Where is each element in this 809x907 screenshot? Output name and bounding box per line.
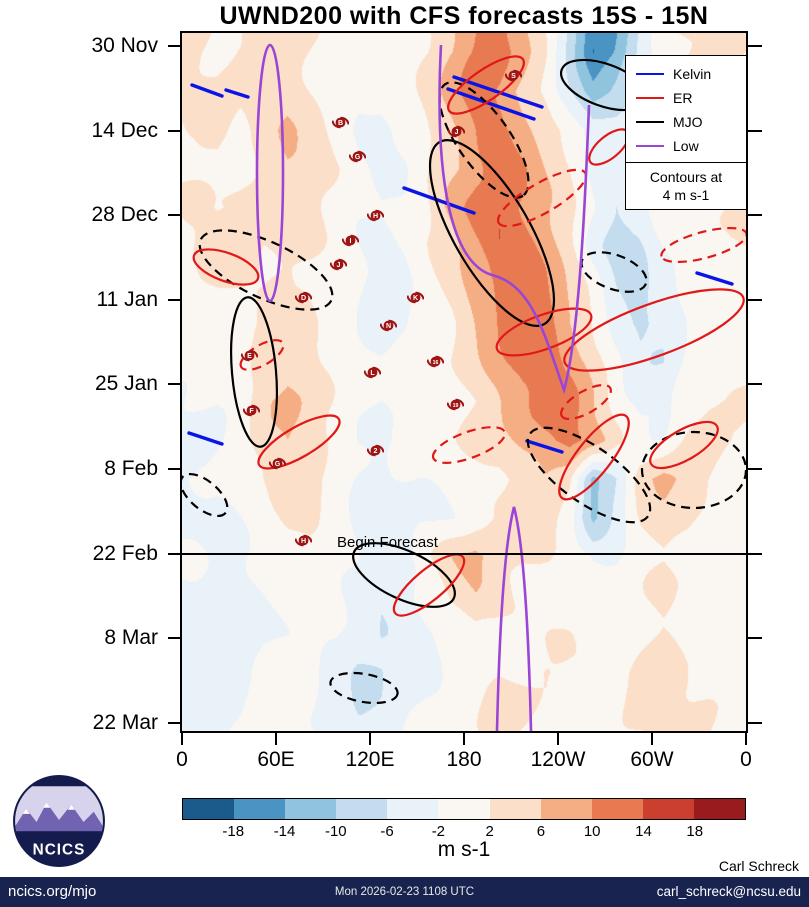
colorbar-tick-label: -6 (380, 823, 394, 840)
footer-timestamp: Mon 2026-02-23 1108 UTC (334, 886, 475, 898)
y-tick-label: 25 Jan (94, 372, 158, 396)
legend-item-mjo: MJO (636, 110, 738, 134)
y-tick-mark (748, 721, 762, 724)
y-tick-mark (168, 129, 182, 132)
colorbar-segment (438, 799, 490, 819)
x-tick-mark (650, 733, 653, 745)
y-tick-label: 30 Nov (91, 33, 158, 57)
wave-legend-box: Kelvin ER MJO Low Contours at 4 m s-1 (625, 55, 747, 210)
y-tick-label: 8 Feb (104, 457, 158, 481)
colorbar-tick-label: -2 (431, 823, 446, 840)
contour-note-line: Contours at (649, 169, 723, 185)
footer-strip: ncics.org/mjo Mon 2026-02-23 1108 UTC ca… (0, 877, 809, 907)
x-tick-mark (368, 733, 371, 745)
legend-label: ER (673, 90, 693, 106)
y-tick-mark (748, 298, 762, 301)
y-tick-label: 14 Dec (91, 118, 158, 142)
y-tick-mark (168, 721, 182, 724)
y-tick-mark (168, 637, 182, 640)
x-tick-label: 0 (740, 748, 752, 771)
colorbar (182, 798, 746, 820)
y-tick-mark (168, 383, 182, 386)
colorbar-tick-label: 2 (485, 823, 494, 840)
begin-forecast-line (182, 552, 746, 555)
author-name: Carl Schreck (718, 858, 799, 874)
x-tick-mark (181, 733, 183, 745)
colorbar-segment (336, 799, 388, 819)
colorbar-segment (387, 799, 439, 819)
colorbar-segment (540, 799, 592, 819)
colorbar-tick-label: -18 (222, 823, 245, 840)
colorbar-unit-label: m s-1 (437, 838, 491, 861)
colorbar-tick-label: -10 (324, 823, 347, 840)
y-tick-label: 11 Jan (96, 287, 159, 311)
x-tick-label: 180 (446, 748, 482, 771)
x-tick-label: 120E (345, 748, 395, 771)
er-line-sample (636, 97, 664, 99)
y-tick-label: 22 Feb (92, 541, 158, 565)
colorbar-segment (285, 799, 337, 819)
legend-item-kelvin: Kelvin (636, 62, 738, 86)
y-tick-mark (168, 552, 182, 555)
colorbar-tick-label: 6 (536, 823, 546, 840)
legend-item-low: Low (636, 134, 738, 158)
y-tick-mark (748, 44, 762, 47)
x-tick-label: 0 (176, 748, 188, 771)
y-tick-mark (748, 468, 762, 471)
contour-interval-note: Contours at 4 m s-1 (626, 162, 746, 209)
kelvin-line-sample (636, 73, 664, 75)
logo-mountains (15, 802, 103, 832)
x-tick-mark (557, 733, 560, 745)
colorbar-tick-label: -14 (273, 823, 296, 840)
x-tick-label: 120W (530, 748, 586, 771)
logo-snowcaps (22, 802, 75, 814)
colorbar-segment (489, 799, 541, 819)
y-tick-mark (168, 298, 182, 301)
low-line-sample (636, 145, 664, 147)
colorbar-segment (234, 799, 286, 819)
begin-forecast-label: Begin Forecast (337, 533, 438, 551)
ncics-logo: NCICS (13, 775, 105, 867)
y-tick-mark (748, 637, 762, 640)
y-tick-mark (748, 552, 762, 555)
colorbar-segment (693, 799, 746, 819)
chart-title: UWND200 with CFS forecasts 15S - 15N (219, 2, 709, 30)
footer-email-link[interactable]: carl_schreck@ncsu.edu (656, 884, 801, 899)
colorbar-segment (642, 799, 694, 819)
wave-legend-entries: Kelvin ER MJO Low (626, 56, 746, 162)
y-tick-mark (748, 129, 762, 132)
y-tick-label: 8 Mar (104, 626, 158, 650)
colorbar-segment (591, 799, 643, 819)
mjo-line-sample (636, 121, 664, 123)
y-tick-mark (168, 214, 182, 217)
colorbar-tick-label: 18 (686, 823, 704, 840)
colorbar-segment (183, 799, 235, 819)
legend-item-er: ER (636, 86, 738, 110)
logo-text: NCICS (33, 842, 86, 859)
y-tick-mark (748, 383, 762, 386)
y-tick-mark (168, 44, 182, 47)
x-tick-mark (275, 733, 278, 745)
legend-label: Kelvin (673, 66, 712, 82)
hovmoller-plot-frame: Begin Forecast Kelvin ER MJO Low Contours a… (180, 31, 748, 733)
y-tick-mark (748, 214, 762, 217)
legend-label: MJO (673, 114, 703, 130)
footer-site-link[interactable]: ncics.org/mjo (8, 883, 97, 900)
legend-label: Low (673, 138, 699, 154)
hovmoller-plot-area: Begin Forecast Kelvin ER MJO Low Contours a… (182, 33, 747, 731)
colorbar-tick-label: 14 (635, 823, 652, 840)
y-tick-label: 22 Mar (92, 710, 158, 734)
contour-note-line: 4 m s-1 (662, 187, 710, 203)
x-tick-label: 60W (630, 748, 674, 771)
colorbar-tick-label: 10 (583, 823, 601, 840)
x-tick-mark (745, 733, 747, 745)
x-tick-mark (463, 733, 465, 745)
y-tick-mark (168, 468, 182, 471)
x-tick-label: 60E (257, 748, 295, 771)
y-tick-label: 28 Dec (91, 203, 158, 227)
